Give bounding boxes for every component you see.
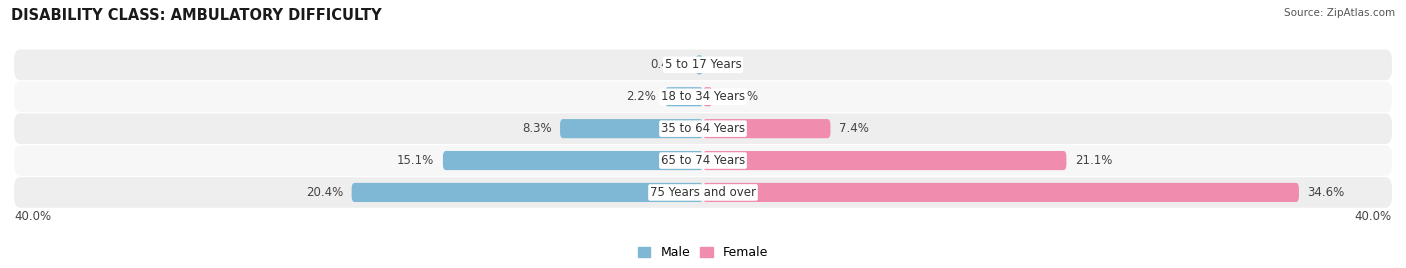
FancyBboxPatch shape [696, 55, 703, 75]
FancyBboxPatch shape [14, 81, 1392, 112]
FancyBboxPatch shape [352, 183, 703, 202]
Text: 8.3%: 8.3% [522, 122, 551, 135]
Legend: Male, Female: Male, Female [633, 241, 773, 264]
Text: 34.6%: 34.6% [1308, 186, 1344, 199]
Text: 18 to 34 Years: 18 to 34 Years [661, 90, 745, 103]
Text: 65 to 74 Years: 65 to 74 Years [661, 154, 745, 167]
Text: 0.0%: 0.0% [711, 58, 741, 71]
Text: DISABILITY CLASS: AMBULATORY DIFFICULTY: DISABILITY CLASS: AMBULATORY DIFFICULTY [11, 8, 382, 23]
Text: Source: ZipAtlas.com: Source: ZipAtlas.com [1284, 8, 1395, 18]
FancyBboxPatch shape [14, 177, 1392, 208]
Text: 2.2%: 2.2% [627, 90, 657, 103]
FancyBboxPatch shape [703, 119, 831, 138]
Text: 35 to 64 Years: 35 to 64 Years [661, 122, 745, 135]
FancyBboxPatch shape [14, 113, 1392, 144]
Text: 7.4%: 7.4% [839, 122, 869, 135]
Text: 15.1%: 15.1% [396, 154, 434, 167]
Text: 5 to 17 Years: 5 to 17 Years [665, 58, 741, 71]
FancyBboxPatch shape [703, 183, 1299, 202]
FancyBboxPatch shape [703, 87, 713, 106]
FancyBboxPatch shape [443, 151, 703, 170]
FancyBboxPatch shape [14, 50, 1392, 80]
Text: 40.0%: 40.0% [1355, 210, 1392, 223]
Text: 0.43%: 0.43% [650, 58, 688, 71]
FancyBboxPatch shape [665, 87, 703, 106]
Text: 40.0%: 40.0% [14, 210, 51, 223]
Text: 0.54%: 0.54% [721, 90, 758, 103]
Text: 75 Years and over: 75 Years and over [650, 186, 756, 199]
Text: 21.1%: 21.1% [1076, 154, 1112, 167]
FancyBboxPatch shape [14, 145, 1392, 176]
FancyBboxPatch shape [703, 151, 1066, 170]
FancyBboxPatch shape [560, 119, 703, 138]
Text: 20.4%: 20.4% [305, 186, 343, 199]
